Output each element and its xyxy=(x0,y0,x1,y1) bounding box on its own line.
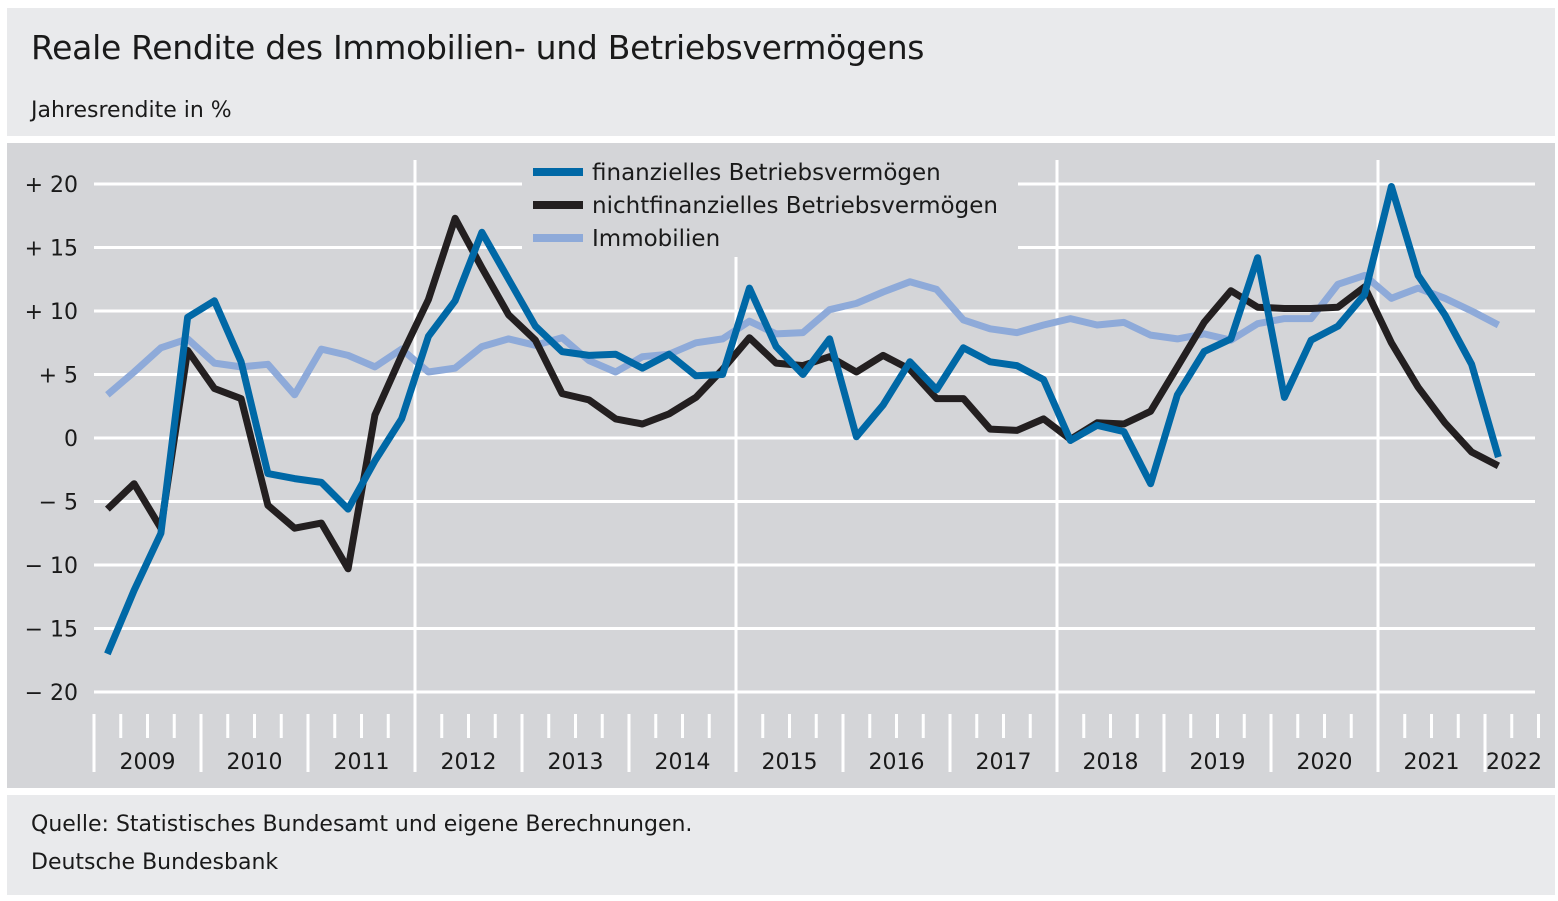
y-tick-label: − 20 xyxy=(25,681,78,706)
x-tick-label: 2021 xyxy=(1404,750,1460,775)
y-tick-label: − 15 xyxy=(25,618,78,643)
chart-header: Reale Rendite des Immobilien- und Betrie… xyxy=(7,8,1555,136)
x-tick-label: 2020 xyxy=(1297,750,1353,775)
x-tick-label: 2018 xyxy=(1083,750,1139,775)
y-tick-label: − 10 xyxy=(25,554,78,579)
y-tick-label: + 10 xyxy=(25,300,78,325)
y-tick-label: + 15 xyxy=(25,237,78,262)
x-tick-label: 2022 xyxy=(1486,750,1542,775)
x-tick-label: 2015 xyxy=(762,750,818,775)
x-tick-label: 2009 xyxy=(120,750,176,775)
legend-label: nichtfinanzielles Betriebsvermögen xyxy=(592,193,998,219)
x-tick-label: 2012 xyxy=(441,750,497,775)
y-tick-label: 0 xyxy=(64,427,78,452)
x-tick-label: 2011 xyxy=(334,750,390,775)
x-tick-label: 2013 xyxy=(548,750,604,775)
x-tick-label: 2016 xyxy=(869,750,925,775)
y-tick-label: + 5 xyxy=(39,364,78,389)
x-tick-label: 2014 xyxy=(655,750,711,775)
x-tick-label: 2017 xyxy=(976,750,1032,775)
series-line xyxy=(104,183,1502,656)
legend-label: finanzielles Betriebsvermögen xyxy=(592,160,941,186)
publisher-note: Deutsche Bundesbank xyxy=(31,850,279,875)
y-tick-label: + 20 xyxy=(25,173,78,198)
x-tick-label: 2010 xyxy=(227,750,283,775)
legend-label: Immobilien xyxy=(592,226,720,252)
source-note: Quelle: Statistisches Bundesamt und eige… xyxy=(31,812,693,837)
chart-subtitle: Jahresrendite in % xyxy=(31,98,232,123)
y-tick-label: − 5 xyxy=(39,491,78,516)
legend-box xyxy=(522,155,1018,257)
chart-footer: Quelle: Statistisches Bundesamt und eige… xyxy=(7,795,1555,895)
x-tick-label: 2019 xyxy=(1190,750,1246,775)
chart-title: Reale Rendite des Immobilien- und Betrie… xyxy=(31,28,925,67)
